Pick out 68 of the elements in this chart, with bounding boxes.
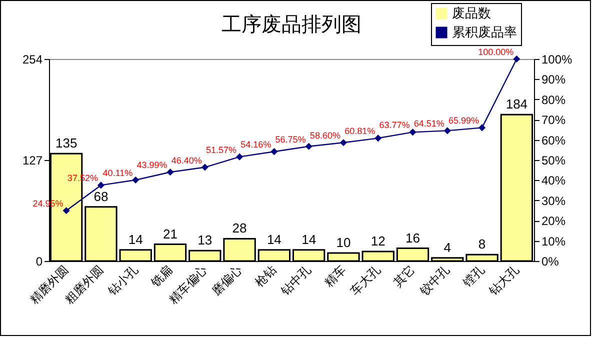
point	[409, 128, 416, 136]
x-tick-label: 镗孔	[459, 262, 487, 290]
data-label: 43.99%	[136, 160, 168, 170]
legend-label: 废品数	[452, 6, 491, 20]
point	[305, 142, 312, 150]
point	[236, 153, 244, 160]
data-label: 135	[55, 136, 78, 151]
data-label: 46.40%	[171, 155, 202, 166]
y2-tick-label: 20%	[542, 214, 566, 228]
y2-tick-label: 30%	[542, 194, 566, 208]
data-label: 21	[163, 226, 178, 242]
x-tick-label: 其它	[390, 262, 418, 290]
x-tick-label: 钻大孔	[486, 262, 522, 299]
x-tick-label: 枪钻	[252, 262, 280, 290]
y2-tick-label: 90%	[542, 72, 566, 87]
point	[62, 207, 70, 214]
data-label: 14	[266, 232, 282, 247]
data-label: 12	[370, 233, 386, 248]
point	[513, 55, 520, 63]
x-tick-label: 钻小孔	[104, 262, 141, 299]
point	[166, 168, 174, 176]
data-label: 13	[198, 232, 212, 248]
y2-tick-label: 10%	[542, 234, 566, 248]
x-tick-label: 磨偏心	[209, 262, 244, 298]
x-tick-label: 车大孔	[348, 262, 384, 298]
data-label: 63.77%	[379, 120, 410, 130]
y2-tick-label: 60%	[542, 133, 566, 148]
data-label: 100.00%	[478, 47, 514, 57]
point	[478, 124, 486, 132]
y-tick-label: 0	[36, 254, 43, 268]
data-label: 65.99%	[448, 116, 480, 126]
y2-tick-label: 100%	[542, 52, 573, 66]
data-label: 56.75%	[275, 134, 306, 144]
y2-tick-label: 80%	[542, 92, 566, 107]
y-tick-label: 254	[22, 52, 43, 66]
point	[270, 148, 278, 156]
data-label: 68	[94, 188, 108, 204]
y2-tick-label: 40%	[542, 174, 566, 188]
point	[374, 134, 382, 142]
data-label: 10	[336, 235, 351, 250]
y2-tick-label: 0%	[542, 254, 560, 268]
point	[340, 139, 347, 146]
x-tick-label: 铣扁	[148, 262, 176, 290]
x-tick-label: 钻中孔	[278, 262, 314, 299]
point	[201, 164, 208, 171]
data-label: 4	[444, 240, 452, 255]
data-label: 8	[478, 236, 486, 252]
data-label: 16	[406, 230, 420, 246]
point	[444, 127, 451, 134]
chart-title: 工序废品排列图	[222, 14, 362, 36]
data-label: 51.57%	[206, 144, 237, 155]
y2-tick-label: 50%	[542, 154, 566, 168]
y-tick-label: 127	[22, 154, 43, 168]
legend-label: 累积废品率	[452, 24, 517, 40]
y2-tick-label: 70%	[542, 113, 566, 128]
data-label: 184	[506, 96, 528, 112]
data-label: 14	[302, 232, 316, 247]
data-label: 64.51%	[414, 118, 444, 129]
x-tick-label: 精车	[322, 262, 348, 290]
x-tick-label: 铰中孔	[416, 262, 452, 299]
data-label: 60.81%	[344, 126, 376, 136]
data-label: 28	[232, 220, 247, 236]
data-label: 40.11%	[102, 168, 133, 178]
data-label: 54.16%	[240, 140, 272, 150]
data-label: 14	[128, 232, 143, 247]
point	[97, 182, 104, 189]
point	[132, 176, 140, 184]
data-label: 58.60%	[310, 130, 340, 141]
